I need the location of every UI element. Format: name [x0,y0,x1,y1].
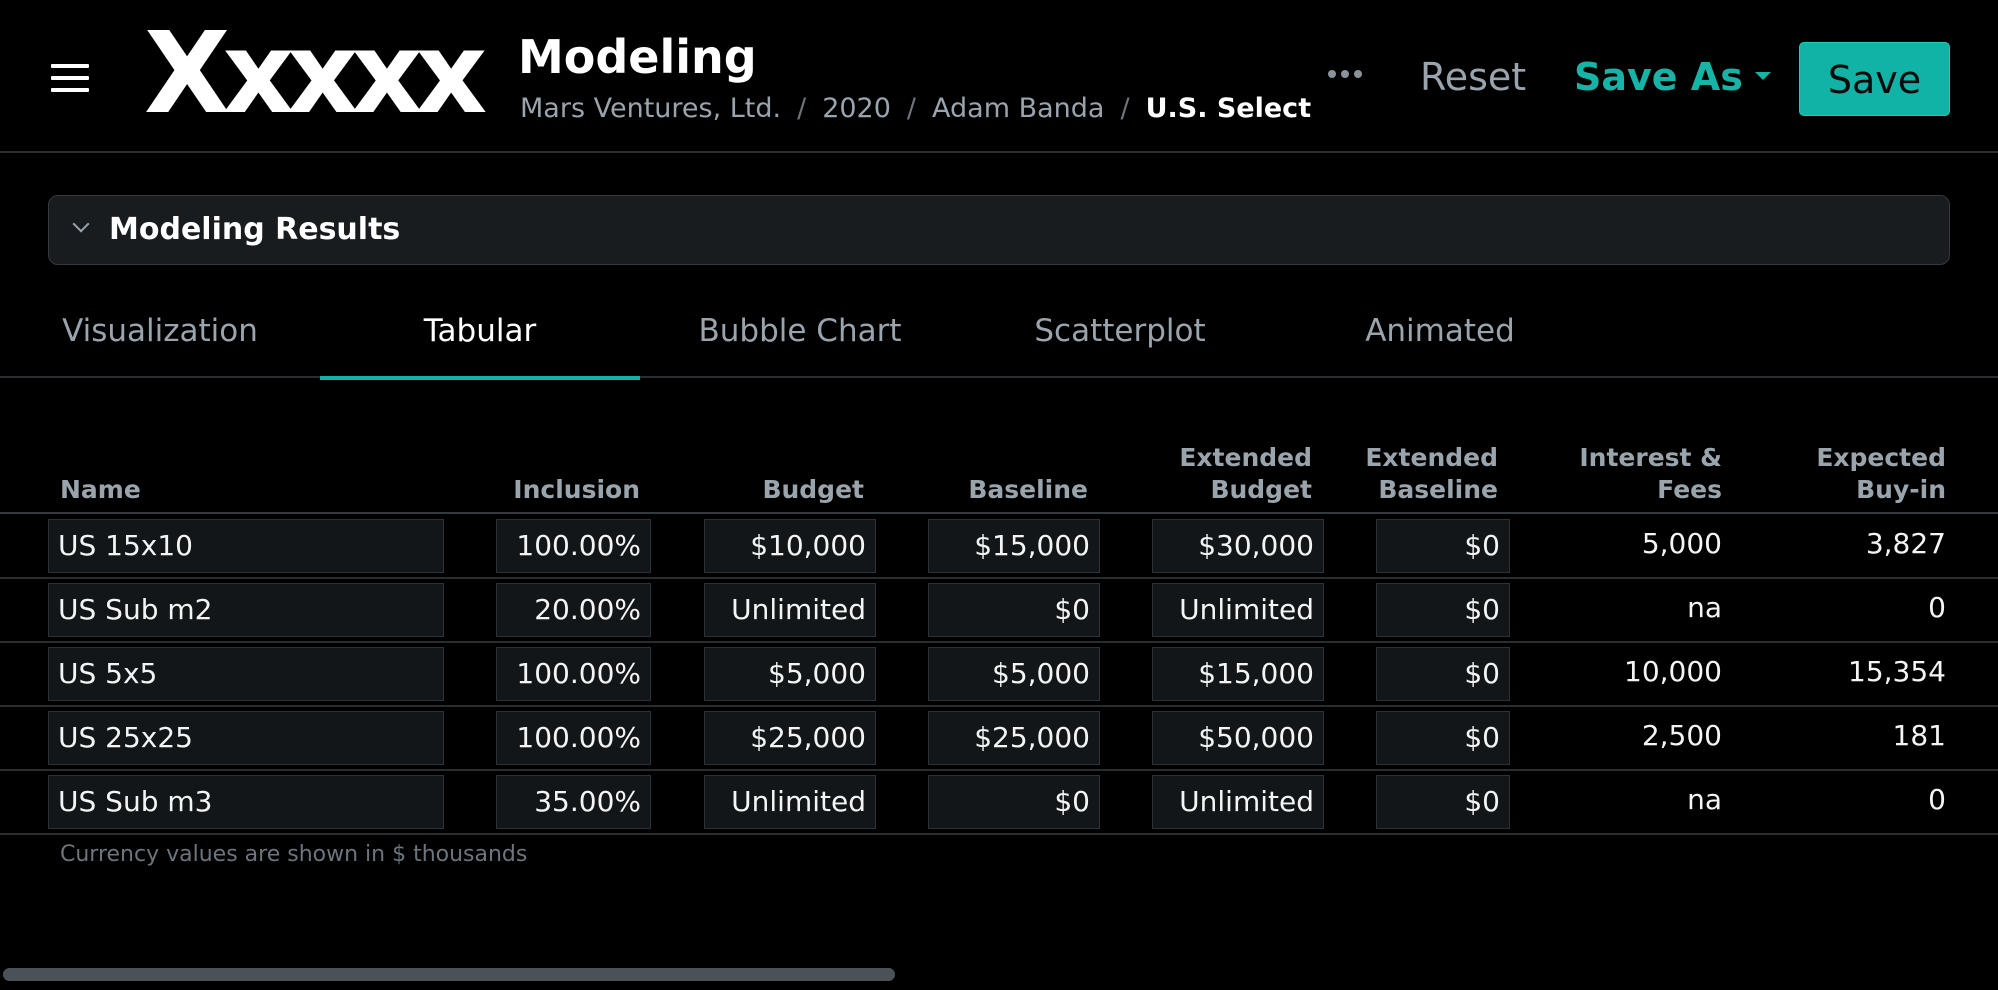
name-input[interactable]: US 25x25 [48,711,444,765]
budget-input[interactable]: Unlimited [704,775,876,829]
breadcrumb: Mars Ventures, Ltd. / 2020 / Adam Banda / U.S.… [520,92,1311,126]
modeling-results-panel[interactable]: Modeling Results [48,195,1950,265]
interest-fees-value: 5,000 [1641,527,1722,560]
column-header-baseline[interactable]: Baseline [968,475,1088,504]
budget-input[interactable]: $10,000 [704,519,876,573]
header-line: Baseline [1378,475,1498,504]
inclusion-input[interactable]: 100.00% [496,711,651,765]
baseline-input[interactable]: $0 [928,775,1100,829]
baseline-input[interactable]: $25,000 [928,711,1100,765]
expected-buy-in-value: 0 [1928,783,1946,816]
header-line: Budget [1210,475,1312,504]
budget-input[interactable]: $25,000 [704,711,876,765]
chevron-down-icon[interactable] [72,215,90,233]
breadcrumb-separator: / [906,93,917,124]
baseline-input[interactable]: $5,000 [928,647,1100,701]
header-line: Fees [1657,475,1722,504]
column-header-name[interactable]: Name [60,475,141,504]
baseline-input[interactable]: $15,000 [928,519,1100,573]
more-dots-icon[interactable] [1328,70,1362,80]
extended-baseline-input[interactable]: $0 [1376,647,1510,701]
hamburger-menu-icon[interactable] [51,64,89,92]
name-input[interactable]: US 15x10 [48,519,444,573]
extended-budget-input[interactable]: Unlimited [1152,583,1324,637]
header-line: Extended [1365,443,1498,472]
breadcrumb-item-year[interactable]: 2020 [822,93,891,124]
interest-fees-value: na [1687,591,1722,624]
app-header: Xxxxx Modeling Mars Ventures, Ltd. / 2020 /… [0,0,1998,153]
name-input[interactable]: US Sub m3 [48,775,444,829]
interest-fees-value: 10,000 [1624,655,1722,688]
expected-buy-in-value: 3,827 [1865,527,1946,560]
table-footnote: Currency values are shown in $ thousands [60,842,528,867]
expected-buy-in-value: 15,354 [1848,655,1946,688]
budget-input[interactable]: Unlimited [704,583,876,637]
extended-budget-input[interactable]: $15,000 [1152,647,1324,701]
column-header-inclusion[interactable]: Inclusion [513,475,640,504]
extended-baseline-input[interactable]: $0 [1376,519,1510,573]
inclusion-input[interactable]: 20.00% [496,583,651,637]
header-line: Expected [1816,443,1946,472]
column-header-extended-budget[interactable]: Extended Budget [1120,442,1312,506]
horizontal-scrollbar[interactable] [3,968,895,981]
column-header-extended-baseline[interactable]: Extended Baseline [1320,442,1498,506]
extended-baseline-input[interactable]: $0 [1376,775,1510,829]
table-row: US Sub m3 35.00% Unlimited $0 Unlimited … [0,771,1998,835]
extended-budget-input[interactable]: Unlimited [1152,775,1324,829]
expected-buy-in-value: 0 [1928,591,1946,624]
tab-bubble-chart[interactable]: Bubble Chart [698,313,902,349]
tab-bar: Visualization Tabular Bubble Chart Scatt… [0,300,1998,380]
save-button[interactable]: Save [1799,42,1950,116]
save-as-label: Save As [1574,55,1743,99]
tab-visualization[interactable]: Visualization [62,313,258,349]
table-row: US 25x25 100.00% $25,000 $25,000 $50,000… [0,707,1998,771]
caret-down-icon [1754,71,1771,80]
table-row: US Sub m2 20.00% Unlimited $0 Unlimited … [0,579,1998,643]
expected-buy-in-value: 181 [1892,719,1946,752]
page-title: Modeling [518,30,757,84]
extended-baseline-input[interactable]: $0 [1376,711,1510,765]
baseline-input[interactable]: $0 [928,583,1100,637]
breadcrumb-item-current: U.S. Select [1145,93,1312,124]
table-row: US 5x5 100.00% $5,000 $5,000 $15,000 $0 … [0,643,1998,707]
panel-title: Modeling Results [109,212,401,247]
breadcrumb-item-company[interactable]: Mars Ventures, Ltd. [520,93,782,124]
tab-tabular[interactable]: Tabular [320,300,640,380]
interest-fees-value: na [1687,783,1722,816]
extended-budget-input[interactable]: $30,000 [1152,519,1324,573]
budget-input[interactable]: $5,000 [704,647,876,701]
breadcrumb-separator: / [1120,93,1130,124]
inclusion-input[interactable]: 35.00% [496,775,651,829]
logo: Xxxxx [144,9,487,139]
extended-budget-input[interactable]: $50,000 [1152,711,1324,765]
header-line: Interest & [1579,443,1722,472]
tab-scatterplot[interactable]: Scatterplot [1034,313,1206,349]
interest-fees-value: 2,500 [1641,719,1722,752]
name-input[interactable]: US Sub m2 [48,583,444,637]
header-line: Buy-in [1856,475,1946,504]
column-header-interest-fees[interactable]: Interest & Fees [1520,442,1722,506]
extended-baseline-input[interactable]: $0 [1376,583,1510,637]
reset-button[interactable]: Reset [1420,55,1527,99]
breadcrumb-separator: / [797,93,807,124]
save-as-button[interactable]: Save As [1574,52,1771,102]
breadcrumb-item-person[interactable]: Adam Banda [932,93,1105,124]
column-header-budget[interactable]: Budget [762,475,864,504]
inclusion-input[interactable]: 100.00% [496,519,651,573]
column-header-expected-buy-in[interactable]: Expected Buy-in [1740,442,1946,506]
inclusion-input[interactable]: 100.00% [496,647,651,701]
tab-animated[interactable]: Animated [1365,313,1515,349]
table-row: US 15x10 100.00% $10,000 $15,000 $30,000… [0,515,1998,579]
table-header: Name Inclusion Budget Baseline Extended B… [0,430,1998,514]
name-input[interactable]: US 5x5 [48,647,444,701]
header-line: Extended [1179,443,1312,472]
